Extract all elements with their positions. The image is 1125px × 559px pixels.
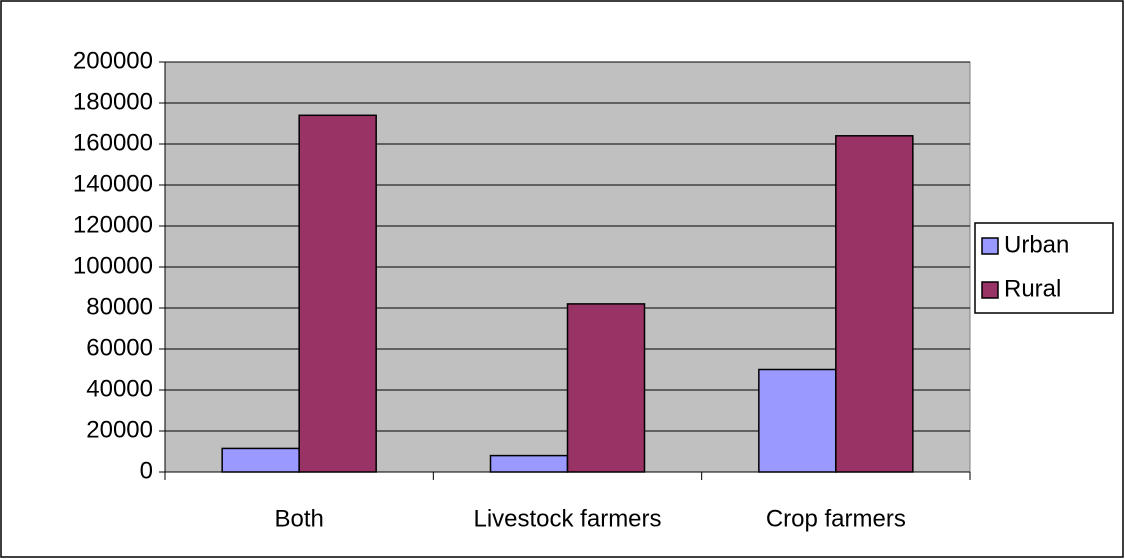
y-tick-label: 80000 xyxy=(86,293,153,320)
y-tick-label: 40000 xyxy=(86,375,153,402)
legend-swatch xyxy=(981,237,999,255)
x-tick-label: Both xyxy=(274,505,323,532)
bar xyxy=(221,447,300,473)
bar xyxy=(489,454,569,473)
y-tick-label: 200000 xyxy=(73,47,153,74)
x-tick-label: Livestock farmers xyxy=(473,505,661,532)
y-tick-label: 180000 xyxy=(73,88,153,115)
y-tick-label: 160000 xyxy=(73,129,153,156)
bar xyxy=(758,368,837,473)
bar xyxy=(566,303,646,473)
legend-label: Rural xyxy=(1004,275,1061,302)
y-tick-label: 100000 xyxy=(73,252,153,279)
legend-swatch xyxy=(981,281,999,299)
y-tick-label: 140000 xyxy=(73,170,153,197)
y-tick-label: 60000 xyxy=(86,334,153,361)
y-tick-label: 120000 xyxy=(73,211,153,238)
legend-label: Urban xyxy=(1004,231,1069,258)
bar xyxy=(298,114,377,473)
y-tick-label: 0 xyxy=(140,457,153,484)
x-tick-label: Crop farmers xyxy=(766,505,906,532)
bar xyxy=(835,135,914,473)
y-tick-label: 20000 xyxy=(86,416,153,443)
